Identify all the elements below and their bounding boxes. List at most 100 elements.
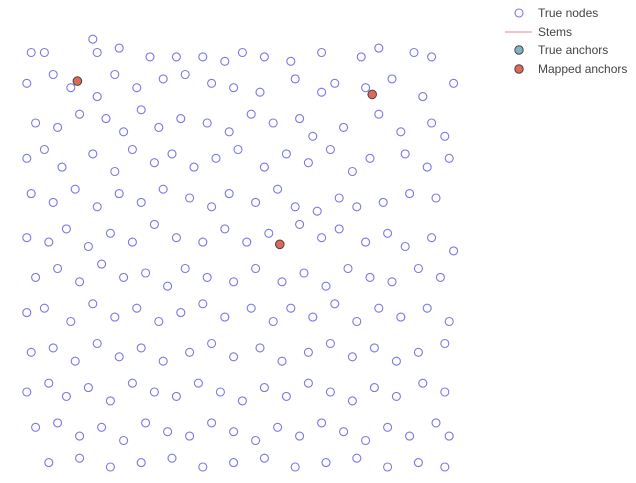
true-node-point — [39, 303, 49, 313]
legend-item-mapped-anchors[interactable]: Mapped anchors — [514, 62, 628, 76]
true-node-point — [149, 387, 159, 397]
true-node-point — [39, 144, 49, 155]
true-node-point — [167, 149, 177, 159]
legend[interactable]: True nodes Stems True anchors Mapped anc… — [505, 6, 627, 76]
true-node-point — [325, 338, 335, 349]
true-node-point — [325, 387, 335, 397]
true-node-point — [440, 338, 450, 349]
true-node-point — [339, 427, 349, 437]
true-node-point — [141, 418, 151, 428]
true-node-point — [22, 387, 32, 397]
true-node-point — [391, 356, 401, 366]
true-node-point — [105, 228, 115, 238]
legend-item-true-nodes[interactable]: True nodes — [514, 6, 598, 20]
true-node-point — [163, 427, 173, 437]
legend-item-stems[interactable]: Stems — [505, 25, 572, 39]
true-node-point — [167, 453, 177, 463]
true-node-point — [409, 47, 419, 58]
true-node-point — [220, 224, 230, 234]
true-node-point — [444, 431, 454, 441]
true-node-point — [211, 153, 221, 163]
true-node-point — [136, 197, 146, 207]
legend-label-true-nodes: True nodes — [538, 6, 598, 20]
true-node-point — [176, 308, 186, 318]
true-node-point — [361, 435, 371, 446]
true-node-point — [290, 202, 300, 212]
true-node-point — [110, 312, 120, 322]
true-node-point — [22, 233, 32, 243]
true-node-point — [229, 352, 239, 362]
true-node-point — [158, 74, 168, 84]
true-node-point — [251, 263, 261, 274]
true-node-point — [427, 52, 437, 62]
true-node-point — [92, 338, 102, 349]
true-node-point — [295, 114, 305, 124]
true-node-point — [413, 458, 423, 468]
legend-item-true-anchors[interactable]: True anchors — [514, 43, 608, 57]
true-node-point — [347, 352, 357, 362]
true-node-point — [347, 396, 357, 406]
true-node-point — [53, 418, 63, 428]
true-node-point — [48, 197, 58, 207]
true-node-point — [66, 83, 76, 93]
true-node-point — [53, 122, 63, 132]
true-node-point — [259, 383, 269, 393]
true-node-point — [259, 453, 269, 463]
true-node-point — [70, 356, 80, 366]
true-node-point — [308, 131, 318, 141]
true-node-point — [317, 47, 327, 58]
true-node-point — [92, 47, 102, 58]
true-node-point — [339, 122, 349, 132]
true-node-point — [171, 391, 181, 401]
true-node-point — [268, 316, 278, 327]
true-node-point — [171, 233, 181, 243]
true-node-point — [343, 263, 353, 274]
true-node-point — [127, 144, 137, 155]
true-node-point — [352, 202, 362, 212]
true-node-point — [317, 233, 327, 243]
true-node-point — [418, 378, 428, 388]
true-node-point — [281, 149, 291, 159]
true-node-point — [119, 435, 129, 446]
true-node-point — [440, 387, 450, 397]
true-node-point — [374, 109, 384, 119]
true-node-point — [48, 343, 58, 353]
legend-label-mapped-anchors: Mapped anchors — [538, 62, 627, 76]
true-node-point — [26, 47, 36, 58]
legend-marker-mapped-anchors — [514, 64, 524, 74]
true-node-point — [347, 166, 357, 177]
true-node-point — [136, 458, 146, 468]
true-node-point — [299, 268, 309, 278]
true-node-point — [281, 391, 291, 401]
true-node-point — [251, 435, 261, 446]
true-node-point — [163, 281, 173, 291]
true-node-point — [246, 303, 256, 313]
true-node-point — [295, 431, 305, 441]
true-node-point — [396, 312, 406, 322]
true-node-point — [444, 153, 454, 163]
true-node-point — [132, 303, 142, 313]
true-node-point — [22, 78, 32, 88]
true-node-point — [220, 312, 230, 322]
true-node-point — [317, 418, 327, 428]
true-node-point — [198, 299, 208, 309]
true-node-point — [308, 312, 318, 322]
true-node-point — [171, 52, 181, 62]
true-node-point — [259, 52, 269, 62]
true-node-point — [259, 162, 269, 172]
true-node-point — [158, 184, 168, 194]
true-node-point — [330, 78, 340, 88]
true-node-point — [88, 34, 98, 44]
true-node-point — [383, 422, 393, 432]
true-node-point — [400, 241, 410, 252]
true-node-point — [198, 237, 208, 247]
true-node-point — [255, 343, 265, 353]
mapped-anchor-point — [275, 239, 285, 250]
true-node-point — [141, 268, 151, 278]
true-node-point — [26, 189, 36, 199]
true-node-point — [383, 228, 393, 238]
true-node-point — [352, 316, 362, 327]
true-node-point — [321, 281, 331, 291]
legend-label-true-anchors: True anchors — [538, 43, 608, 57]
true-node-point — [405, 431, 415, 441]
